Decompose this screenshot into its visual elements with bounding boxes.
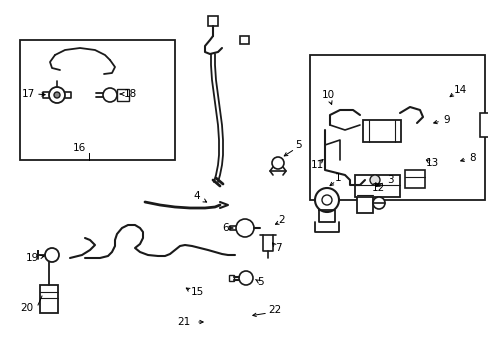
Bar bbox=[207, 16, 218, 26]
Text: 11: 11 bbox=[310, 160, 323, 170]
Circle shape bbox=[239, 271, 252, 285]
Bar bbox=[240, 36, 248, 44]
Text: 12: 12 bbox=[370, 183, 384, 193]
Text: 14: 14 bbox=[452, 85, 466, 95]
Text: 7: 7 bbox=[274, 243, 281, 253]
Text: 19: 19 bbox=[25, 253, 39, 263]
Text: 20: 20 bbox=[20, 303, 34, 313]
Circle shape bbox=[372, 197, 384, 209]
Text: 1: 1 bbox=[334, 173, 341, 183]
Bar bbox=[404, 170, 424, 188]
Text: 16: 16 bbox=[72, 143, 85, 153]
Text: 4: 4 bbox=[193, 191, 200, 201]
Bar bbox=[228, 275, 234, 281]
Text: 21: 21 bbox=[177, 317, 190, 327]
Circle shape bbox=[49, 87, 65, 103]
Text: 9: 9 bbox=[443, 115, 449, 125]
Bar bbox=[117, 89, 129, 101]
Bar bbox=[309, 55, 484, 200]
Text: 3: 3 bbox=[386, 175, 392, 185]
Text: 5: 5 bbox=[295, 140, 302, 150]
Circle shape bbox=[54, 92, 60, 98]
Text: 6: 6 bbox=[222, 223, 229, 233]
Circle shape bbox=[271, 157, 284, 169]
Bar bbox=[20, 40, 175, 160]
Text: 15: 15 bbox=[190, 287, 203, 297]
Bar bbox=[356, 177, 372, 213]
Text: 10: 10 bbox=[321, 90, 334, 100]
Text: 8: 8 bbox=[469, 153, 475, 163]
Text: 13: 13 bbox=[425, 158, 438, 168]
Bar bbox=[354, 175, 399, 197]
Circle shape bbox=[314, 188, 338, 212]
Bar bbox=[479, 113, 488, 137]
Circle shape bbox=[45, 248, 59, 262]
Text: 18: 18 bbox=[123, 89, 136, 99]
Circle shape bbox=[369, 175, 379, 185]
Text: 2: 2 bbox=[278, 215, 285, 225]
Text: 5: 5 bbox=[256, 277, 263, 287]
Bar bbox=[362, 120, 400, 142]
Circle shape bbox=[103, 88, 117, 102]
Bar bbox=[40, 285, 58, 313]
Text: 22: 22 bbox=[268, 305, 281, 315]
Circle shape bbox=[236, 219, 253, 237]
Circle shape bbox=[321, 195, 331, 205]
Text: 17: 17 bbox=[21, 89, 35, 99]
